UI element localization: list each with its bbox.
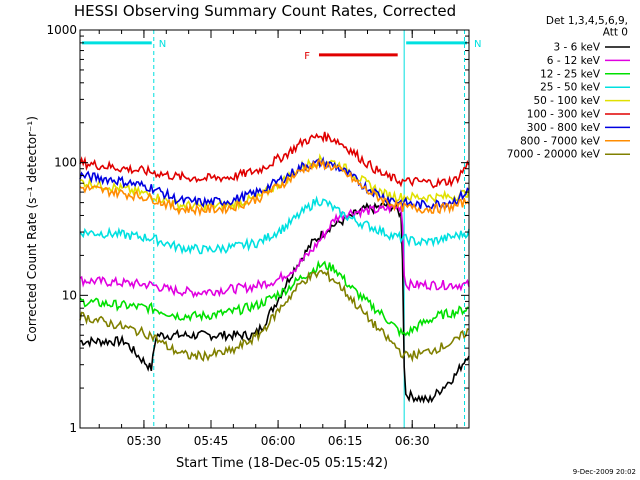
x-tick-label-2: 06:00 [261,434,296,448]
annotation-label-2: F [304,51,310,62]
footer-date: 9-Dec-2009 20:02 [573,468,636,476]
legend-label-6: 300 - 800 keV [527,122,601,134]
legend-label-2: 12 - 25 keV [540,68,601,80]
plot-frame [79,29,470,429]
y-axis-label: Corrected Count Rate (s⁻¹ detector⁻¹) [25,116,39,342]
x-tick-label-4: 06:30 [395,434,430,448]
series-line-7 [79,158,470,218]
chart-title: HESSI Observing Summary Count Rates, Cor… [74,2,456,20]
y-tick-label-1: 10 [62,288,77,302]
legend-label-7: 800 - 7000 keV [520,135,601,147]
legend-header-0: Det 1,3,4,5,6,9, [546,15,628,27]
legend-label-5: 100 - 300 keV [527,109,601,121]
plot-area: N N F [79,30,481,428]
x-tick-label-3: 06:15 [328,434,363,448]
series-line-0 [79,200,470,404]
series-line-5 [79,131,470,189]
y-tick-label-3: 1000 [46,23,77,37]
annotation-label-1: N [474,39,481,50]
y-tick-label-0: 1 [69,421,77,435]
series-line-2 [79,259,470,338]
legend-label-4: 50 - 100 keV [533,95,600,107]
axes: 1 10 100 1000 05:30 05:45 06:00 06:15 06:30 [46,23,469,448]
legend-label-8: 7000 - 20000 keV [507,149,601,161]
annotation-label-0: N [159,39,166,50]
x-tick-label-1: 05:45 [194,434,229,448]
legend-label-1: 6 - 12 keV [547,55,601,67]
legend-header-1: Att 0 [603,27,628,39]
x-axis-label: Start Time (18-Dec-05 05:15:42) [176,456,388,471]
series-line-8 [79,269,470,363]
series-line-6 [79,156,470,210]
x-tick-label-0: 05:30 [127,434,162,448]
legend-label-0: 3 - 6 keV [553,42,600,54]
series-line-3 [79,195,470,255]
y-tick-label-2: 100 [54,156,77,170]
legend-label-3: 25 - 50 keV [540,82,601,94]
series-line-1 [79,203,470,299]
